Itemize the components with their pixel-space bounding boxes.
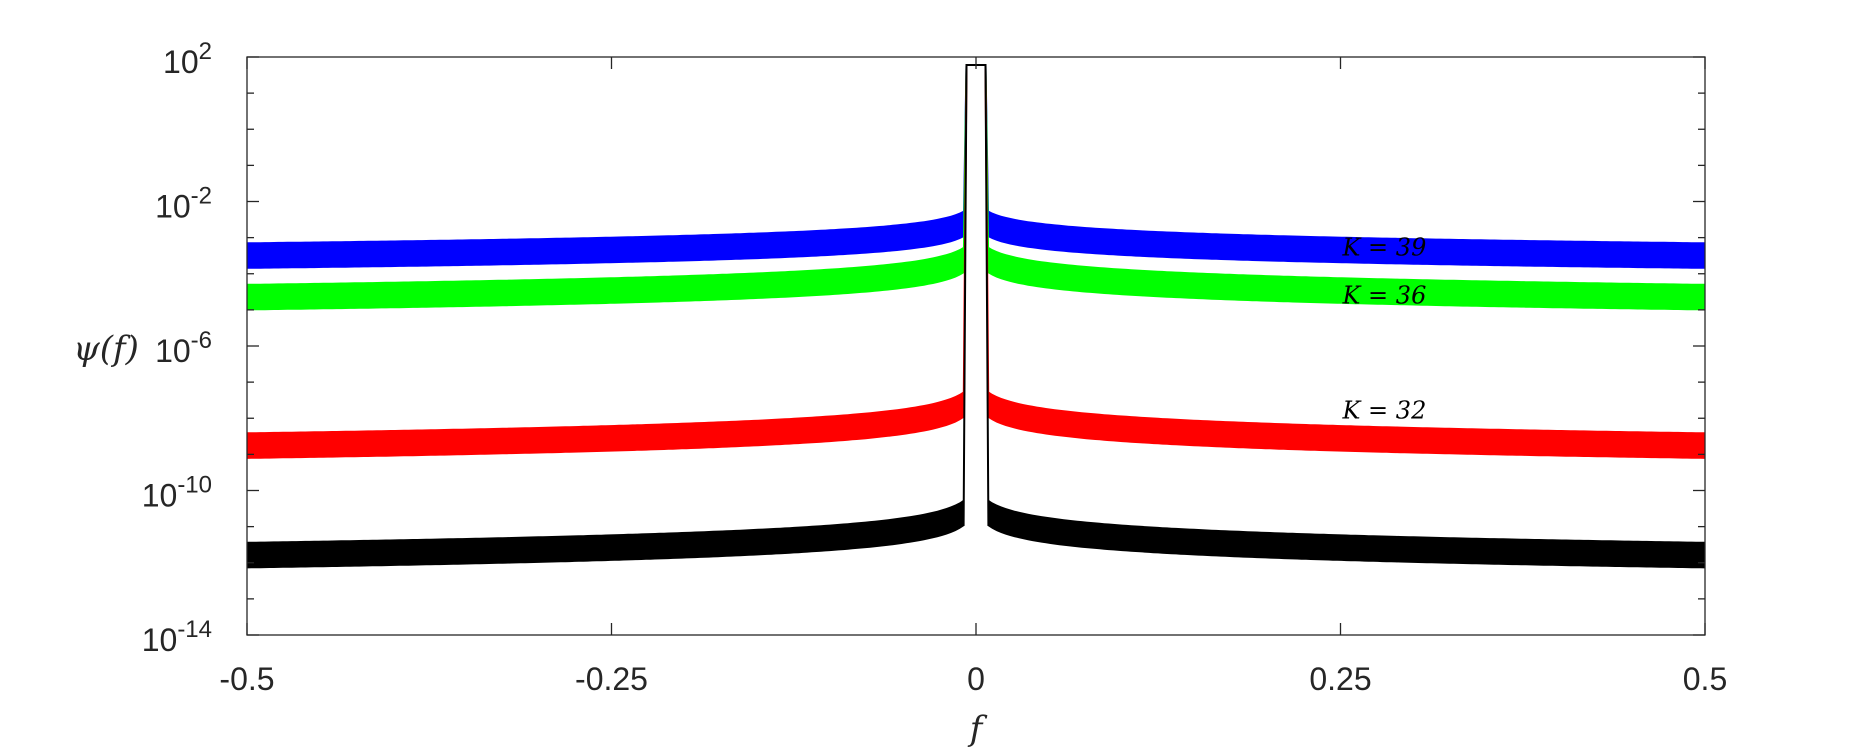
- series-band-3-left: [247, 499, 965, 569]
- x-tick-label-4: 0.5: [1683, 661, 1727, 697]
- series-peak-2: [962, 64, 990, 418]
- series-layer: [247, 64, 1705, 569]
- y-tick-label-4: 10-14: [142, 616, 212, 658]
- labels-layer: -0.5 -0.25 0 0.25 0.5 102 10-2 10-6 10-10 10-14 K …: [142, 38, 1728, 697]
- series-band-0-right: [987, 210, 1705, 269]
- x-tick-label-2: 0: [967, 661, 985, 697]
- series-band-3-right: [987, 499, 1705, 569]
- series-band-2-left: [247, 390, 965, 459]
- y-tick-label-0: 102: [163, 38, 212, 80]
- annotation-2: K = 32: [1342, 396, 1427, 424]
- x-tick-label-1: -0.25: [575, 661, 648, 697]
- series-band-0-left: [247, 210, 965, 269]
- annotation-3: K = 29: [1342, 534, 1427, 562]
- series-peak-1: [962, 64, 990, 274]
- annotation-1: K = 36: [1342, 282, 1427, 310]
- y-tick-label-2: 10-6: [155, 327, 212, 369]
- annotation-0: K = 39: [1342, 234, 1427, 262]
- x-tick-label-3: 0.25: [1309, 661, 1371, 697]
- y-axis-label: ψ(f): [73, 329, 139, 369]
- ticks-layer: [246, 56, 1706, 636]
- series-band-1-left: [247, 246, 965, 311]
- x-tick-label-0: -0.5: [219, 661, 274, 697]
- x-axis-label: f: [967, 709, 988, 749]
- y-tick-label-1: 10-2: [155, 183, 212, 225]
- series-band-2-right: [987, 390, 1705, 459]
- series-band-1-right: [987, 246, 1705, 311]
- y-tick-label-3: 10-10: [142, 472, 212, 514]
- series-peak-3: [962, 64, 990, 526]
